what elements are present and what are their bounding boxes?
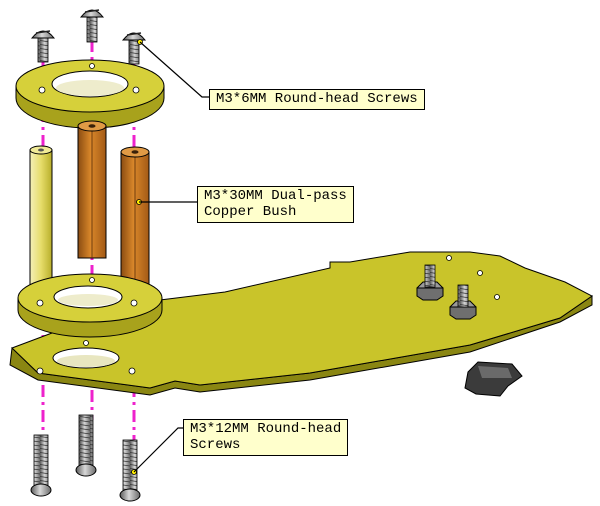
- label-round-head-12mm: M3*12MM Round-head Screws: [183, 419, 349, 456]
- brass-standoff: [29, 145, 53, 301]
- knob-under-plate: [464, 361, 523, 397]
- top-washer: [15, 59, 165, 129]
- plate-screw-1: [416, 264, 444, 301]
- bottom-washer: [17, 273, 163, 338]
- bottom-screw-left: [30, 434, 52, 497]
- label-copper-bush: M3*30MM Dual-pass Copper Bush: [197, 186, 354, 223]
- top-screw-middle: [79, 9, 105, 43]
- base-plate: [9, 251, 593, 396]
- copper-bush-right: [120, 146, 150, 287]
- top-screw-right: [121, 32, 147, 65]
- top-screw-left: [30, 30, 56, 63]
- bottom-screw-right: [119, 439, 141, 502]
- leader-round-head-12: [133, 427, 183, 473]
- label-round-head-6mm: M3*6MM Round-head Screws: [209, 89, 425, 110]
- copper-bush-middle: [77, 120, 107, 259]
- leader-round-head-6: [139, 41, 209, 98]
- leader-lines: [133, 41, 209, 473]
- plate-screw-2: [449, 284, 477, 320]
- bottom-screw-middle: [75, 414, 97, 477]
